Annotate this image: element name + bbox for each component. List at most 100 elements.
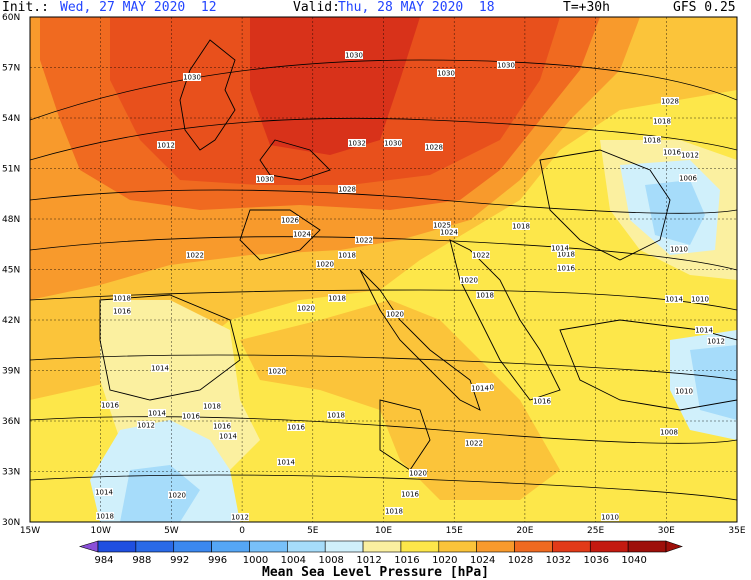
colorbar: 984 988 992 996 1000 1004 1008 1012 1016 1020 1024… bbox=[78, 540, 683, 566]
isobar-label-box bbox=[168, 491, 186, 499]
isobar-label: 1014 bbox=[551, 245, 569, 253]
isobar-label-box bbox=[653, 117, 671, 125]
isobar-label: 1018 bbox=[557, 251, 575, 259]
isobar-label: 1014 bbox=[665, 296, 683, 304]
isobar-label: 1012 bbox=[681, 152, 699, 160]
isobar-label: 1032 bbox=[348, 140, 366, 148]
isobar-label: 1018 bbox=[643, 137, 661, 145]
isobar-label-box bbox=[425, 143, 443, 151]
colorbar-level-label: 1024 bbox=[470, 555, 495, 566]
colorbar-segment bbox=[438, 540, 477, 553]
colorbar-segment bbox=[97, 540, 137, 553]
isobar-label: 1010 bbox=[675, 388, 693, 396]
isobar-label-box bbox=[281, 216, 299, 224]
colorbar-segment bbox=[552, 540, 591, 553]
isobar-label-box bbox=[557, 250, 575, 258]
isobar-label: 1016 bbox=[663, 149, 681, 157]
colorbar-level-label: 996 bbox=[208, 555, 227, 566]
isobar-label-box bbox=[675, 387, 693, 395]
coastline bbox=[99, 294, 241, 401]
lon-tick-label: 30E bbox=[658, 526, 675, 536]
lat-tick-label: 36N bbox=[2, 417, 20, 427]
isobar-label-box bbox=[551, 244, 569, 252]
colorbar-title: Mean Sea Level Pressure [hPa] bbox=[262, 565, 489, 580]
isobar-label: 1020 bbox=[168, 492, 186, 500]
isobar-label: 1012 bbox=[157, 142, 175, 150]
isobar-label: 1006 bbox=[679, 175, 697, 183]
isobar-line bbox=[30, 416, 737, 444]
colorbar-level-label: 1040 bbox=[621, 555, 646, 566]
isobar-label-box bbox=[203, 402, 221, 410]
isobar-label-box bbox=[182, 412, 200, 420]
header-bar: Init.: Wed, 27 MAY 2020 12 Valid: Thu, 2… bbox=[0, 0, 751, 16]
isobar-label: 1018 bbox=[328, 295, 346, 303]
colorbar-level-label: 992 bbox=[170, 555, 189, 566]
isobar-label-box bbox=[437, 69, 455, 77]
isobar-label: 1010 bbox=[670, 246, 688, 254]
isobar-label-box bbox=[433, 221, 451, 229]
lon-tick-label: 15W bbox=[20, 526, 40, 536]
colorbar-segment bbox=[173, 540, 212, 553]
isobar-label-box bbox=[409, 469, 427, 477]
lon-tick-label: 0 bbox=[239, 526, 245, 536]
isobar-label: 1020 bbox=[386, 311, 404, 319]
isobar-label: 1020 bbox=[268, 368, 286, 376]
isobar-label-box bbox=[679, 174, 697, 182]
isobar-label-box bbox=[287, 423, 305, 431]
isobar-label-box bbox=[384, 139, 402, 147]
colorbar-level-label: 1036 bbox=[584, 555, 609, 566]
colorbar-level-label: 1004 bbox=[281, 555, 306, 566]
isobar-label-box bbox=[183, 73, 201, 81]
isobar-label-box bbox=[268, 367, 286, 375]
isobar-label-box bbox=[401, 490, 419, 498]
colorbar-segment bbox=[287, 540, 326, 553]
isobar-label: 1020 bbox=[409, 470, 427, 478]
colorbar-arrow-right bbox=[665, 540, 683, 553]
isobar-label: 1028 bbox=[661, 98, 679, 106]
latitude-axis: 60N 57N 54N 51N 48N 45N 42N 39N 36N 33N 30N bbox=[2, 13, 20, 528]
isobar-label-box bbox=[695, 326, 713, 334]
lat-tick-label: 33N bbox=[2, 468, 20, 478]
coastline bbox=[539, 149, 671, 261]
coastline bbox=[179, 39, 236, 151]
isobar-label: 1014 bbox=[471, 385, 489, 393]
colorbar-level-label: 1020 bbox=[432, 555, 457, 566]
isobar-label-box bbox=[338, 185, 356, 193]
isobar-label-box bbox=[460, 276, 478, 284]
isobar-label: 1030 bbox=[345, 52, 363, 60]
isobar-label: 1030 bbox=[497, 62, 515, 70]
lat-tick-label: 54N bbox=[2, 114, 20, 124]
isobar-label-box bbox=[328, 294, 346, 302]
coastline bbox=[449, 239, 561, 401]
isobar-label-box bbox=[157, 141, 175, 149]
isobar-label-box bbox=[297, 304, 315, 312]
colorbar-level-label: 1032 bbox=[546, 555, 571, 566]
isobar-label-box bbox=[345, 51, 363, 59]
isobar-label-box bbox=[219, 432, 237, 440]
model-name: GFS 0.25 bbox=[673, 0, 736, 15]
isobar-label: 1014 bbox=[151, 365, 169, 373]
isobar-label: 1018 bbox=[653, 118, 671, 126]
lon-tick-label: 5W bbox=[164, 526, 179, 536]
isobar-label: 1026 bbox=[281, 217, 299, 225]
isobar-label: 1016 bbox=[533, 398, 551, 406]
isobar-label: 1025 bbox=[433, 222, 451, 230]
coastline bbox=[379, 399, 431, 471]
pressure-field-east-low3 bbox=[645, 180, 705, 245]
isobar-label: 1022 bbox=[355, 237, 373, 245]
isobar-label: 1010 bbox=[691, 296, 709, 304]
isobar-label-box bbox=[95, 488, 113, 496]
isobar-label: 1020 bbox=[297, 305, 315, 313]
isobar-label-box bbox=[643, 136, 661, 144]
isobar-label-box bbox=[512, 222, 530, 230]
lon-tick-label: 15E bbox=[446, 526, 463, 536]
isobar-label: 1012 bbox=[707, 338, 725, 346]
isobar-label-box bbox=[327, 411, 345, 419]
colorbar-segment bbox=[324, 540, 364, 553]
isobar-label: 1016 bbox=[287, 424, 305, 432]
isobar-label: 1016 bbox=[101, 402, 119, 410]
isobar-label-box bbox=[277, 458, 295, 466]
isobar-label: 1016 bbox=[557, 265, 575, 273]
colorbar-level-label: 984 bbox=[94, 555, 113, 566]
isobar-label-box bbox=[681, 151, 699, 159]
